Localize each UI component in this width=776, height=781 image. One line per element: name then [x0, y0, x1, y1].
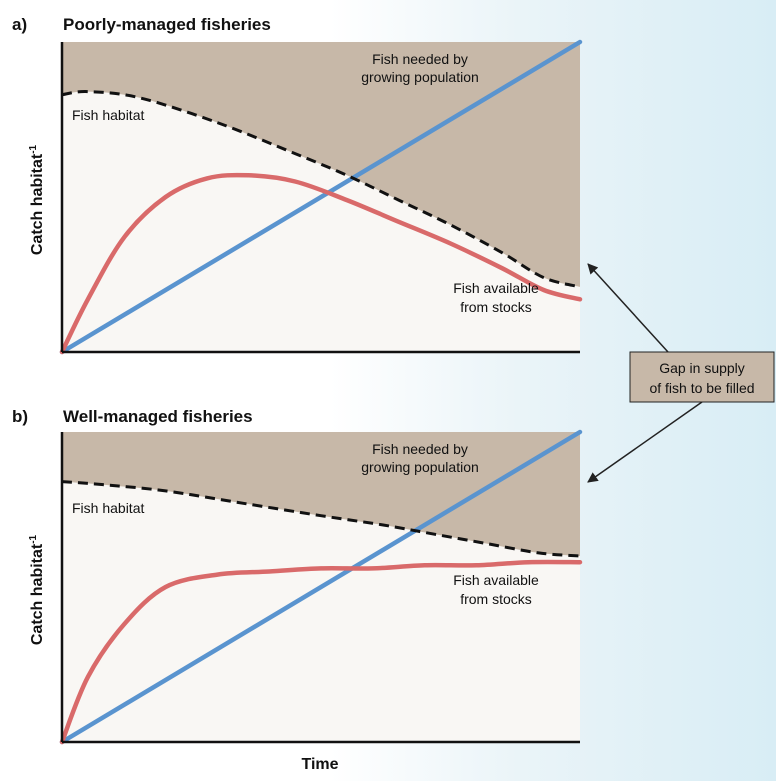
panel-letter: a)	[12, 15, 27, 34]
plot-area-a: Fish needed by growing population Fish hab…	[59, 39, 583, 355]
series-label-habitat: Fish habitat	[72, 107, 144, 123]
series-line-needed	[59, 429, 583, 745]
callout-line-1: Gap in supply	[659, 360, 745, 376]
y-axis-label: Catch habitat-1	[28, 144, 46, 255]
y-axis-label-group: Catch habitat-1	[28, 534, 46, 645]
y-axis-label-superscript: -1	[28, 534, 39, 543]
callout-box	[629, 351, 775, 403]
supply-gap-area	[62, 42, 580, 287]
series-label-available: Fish available	[453, 280, 539, 296]
series-label-available: from stocks	[460, 299, 532, 315]
series-line-available	[59, 172, 583, 355]
gap-callout: Gap in supply of fish to be filled	[587, 263, 775, 483]
series-label-needed: Fish needed by	[372, 441, 468, 457]
series-label-needed: Fish needed by	[372, 51, 468, 67]
y-axis-label-superscript: -1	[28, 144, 39, 153]
y-axis-label-group: Catch habitat-1	[28, 144, 46, 255]
series-line-needed	[59, 39, 583, 355]
plot-area-b: Fish needed by growing population Fish hab…	[59, 429, 583, 745]
x-axis-label: Time	[301, 756, 338, 773]
y-axis-label-text: Catch habitat	[29, 153, 46, 255]
y-axis-label-text: Catch habitat	[29, 543, 46, 645]
series-label-available: Fish available	[453, 572, 539, 588]
panel-a: a) Poorly-managed fisheries Catch habita…	[12, 15, 583, 355]
callout-line-2: of fish to be filled	[649, 380, 754, 396]
series-line-available	[59, 559, 583, 745]
y-axis-label: Catch habitat-1	[28, 534, 46, 645]
series-label-needed: growing population	[361, 69, 479, 85]
callout-arrow-bottom	[587, 401, 703, 483]
series-line-habitat	[61, 90, 581, 289]
supply-gap-area	[62, 432, 580, 556]
series-label-needed: growing population	[361, 459, 479, 475]
callout-arrow-top	[587, 263, 669, 353]
panel-letter: b)	[12, 407, 28, 426]
panel-title: Well-managed fisheries	[63, 407, 253, 426]
panel-b: b) Well-managed fisheries Catch habitat-…	[12, 407, 583, 773]
series-line-habitat	[61, 480, 581, 558]
panel-title: Poorly-managed fisheries	[63, 15, 271, 34]
series-label-available: from stocks	[460, 591, 532, 607]
series-label-habitat: Fish habitat	[72, 500, 144, 516]
